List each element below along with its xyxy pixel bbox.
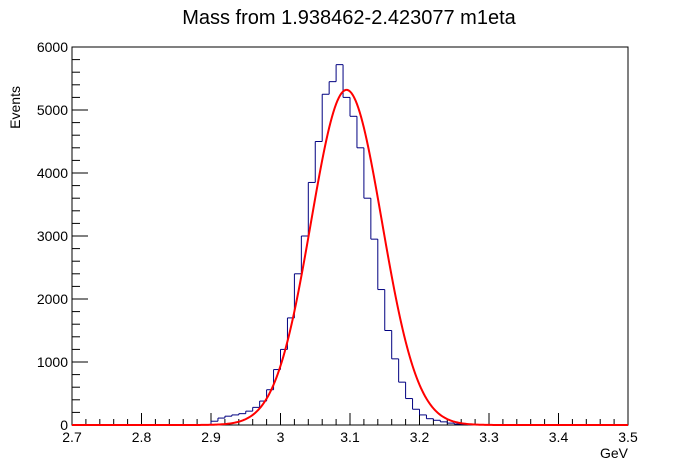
y-tick-label: 3000	[37, 228, 68, 244]
y-tick-label: 6000	[37, 39, 68, 55]
histogram-bins	[72, 64, 628, 426]
x-tick-label: 2.9	[201, 429, 221, 445]
y-tick-label: 2000	[37, 291, 68, 307]
y-tick-label: 0	[60, 417, 68, 433]
x-tick-label: 3.3	[479, 429, 499, 445]
chart-title: Mass from 1.938462-2.423077 m1eta	[182, 7, 516, 29]
x-tick-label: 3.5	[618, 429, 638, 445]
x-tick-label: 3.1	[340, 429, 360, 445]
y-tick-label: 1000	[37, 354, 68, 370]
fit-curve	[72, 88, 628, 426]
y-tick-label: 5000	[37, 102, 68, 118]
x-tick-label: 3.2	[410, 429, 430, 445]
y-axis-label: Events	[7, 86, 23, 129]
x-axis-label: GeV	[600, 445, 629, 461]
x-tick-label: 3	[277, 429, 285, 445]
y-tick-label: 4000	[37, 165, 68, 181]
x-tick-label: 2.8	[132, 429, 152, 445]
tick-labels: 2.7 2.8 2.9 3 3.1 3.2 3.3 3.4 3.5 0 1000 2000 3000 40…	[37, 39, 638, 445]
x-tick-label: 2.7	[62, 429, 82, 445]
fit-curve-group	[72, 88, 628, 426]
x-tick-label: 3.4	[549, 429, 569, 445]
